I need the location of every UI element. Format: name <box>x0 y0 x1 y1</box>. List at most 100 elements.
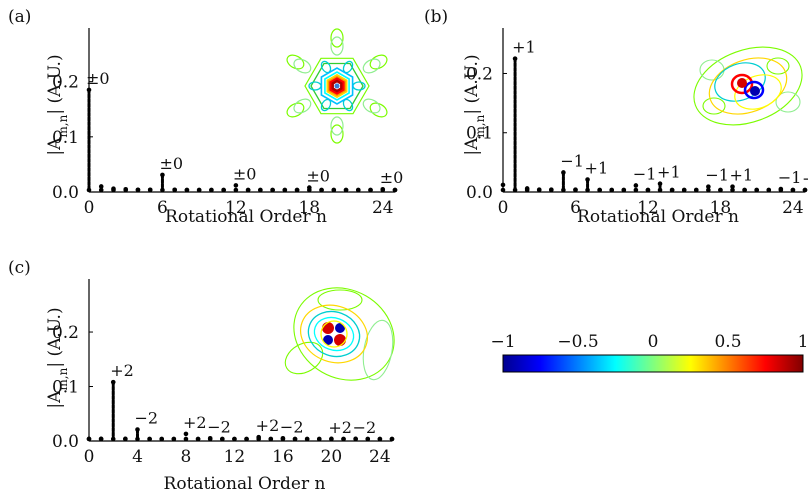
data-marker-base <box>110 436 116 442</box>
chart-panel-a: (a) 0 6 12 18 24 0.0 0.1 0.2 Rotational Order n |A… <box>8 7 403 227</box>
contour-negative-lobe <box>323 335 333 345</box>
data-annotation: −1 <box>778 168 802 187</box>
data-annotation: +1 <box>585 159 609 178</box>
data-point <box>585 177 590 193</box>
data-point <box>172 187 177 193</box>
x-tick-label: 24 <box>372 198 394 218</box>
x-axis-label: Rotational Order n <box>164 474 326 494</box>
data-marker-base <box>268 436 274 442</box>
data-point <box>742 187 747 193</box>
data-point <box>621 187 627 193</box>
data-marker-base <box>86 436 92 442</box>
data-point <box>196 187 202 193</box>
data-marker <box>512 56 518 61</box>
data-annotation: ±0 <box>159 154 183 173</box>
data-point <box>573 187 578 193</box>
data-annotation: −1 <box>560 151 584 170</box>
data-point <box>220 436 225 442</box>
data-marker-base <box>98 187 104 193</box>
data-marker <box>110 379 116 385</box>
data-point <box>790 187 796 193</box>
data-annotation: +1 <box>730 166 754 185</box>
data-marker-base <box>147 187 153 193</box>
data-marker <box>500 182 506 188</box>
chart-panel-b: (b) 0 6 12 18 24 0.0 0.1 0.2 Rotational Order n |A… <box>424 7 808 227</box>
contour-line <box>330 28 344 48</box>
data-point <box>380 186 386 193</box>
data-marker-base <box>585 187 590 193</box>
x-tick-label: 18 <box>710 198 732 218</box>
data-marker-base <box>343 187 349 193</box>
data-marker <box>730 184 735 189</box>
x-tick-label: 0 <box>498 198 509 218</box>
data-point <box>160 172 165 193</box>
data-marker-base <box>329 436 334 442</box>
data-marker-base <box>790 187 796 193</box>
data-point <box>730 184 735 193</box>
data-marker <box>561 170 566 175</box>
data-point <box>669 187 675 193</box>
data-marker-base <box>207 436 213 442</box>
data-point <box>389 436 395 442</box>
contour-line <box>286 54 305 70</box>
data-marker-base <box>693 187 699 193</box>
data-marker-base <box>549 187 554 193</box>
data-marker <box>86 87 92 93</box>
data-point <box>343 187 349 193</box>
data-point <box>86 87 92 193</box>
data-marker-base <box>500 187 506 193</box>
data-point <box>123 186 129 193</box>
data-marker-base <box>220 436 225 442</box>
contour-line <box>743 80 765 100</box>
x-tick-label: 24 <box>782 198 804 218</box>
data-marker-base <box>292 436 298 442</box>
data-point <box>209 187 214 193</box>
contour-line <box>313 316 355 352</box>
x-tick-label: 18 <box>298 198 320 218</box>
data-point <box>754 187 759 193</box>
data-point <box>331 187 337 193</box>
x-tick-label: 16 <box>272 447 294 467</box>
colorbar: −1 −0.5 0 0.5 1 <box>490 332 808 373</box>
data-point <box>147 436 152 442</box>
data-marker-base <box>802 187 808 193</box>
contour-line <box>304 57 370 115</box>
contour-line <box>330 124 344 144</box>
data-point <box>195 436 201 442</box>
data-point <box>307 185 312 193</box>
data-point <box>718 187 723 193</box>
data-point <box>86 436 92 442</box>
contour-positive-lobe <box>737 78 747 88</box>
contour-line <box>328 75 346 97</box>
data-marker-base <box>233 187 239 193</box>
data-point <box>111 186 116 193</box>
data-point <box>693 187 699 193</box>
contour-line <box>330 36 344 56</box>
contour-line <box>284 341 324 375</box>
data-point <box>245 187 251 193</box>
contour-line <box>293 58 312 74</box>
y-tick-label: 0.0 <box>52 432 79 452</box>
data-marker <box>98 184 104 189</box>
data-point <box>294 187 300 193</box>
data-marker-base <box>184 187 190 193</box>
data-point <box>802 187 808 193</box>
data-marker-base <box>221 187 226 193</box>
data-marker-base <box>304 436 310 442</box>
data-marker <box>706 184 711 189</box>
y-tick-label: 0.0 <box>466 183 493 203</box>
x-axis-label: Rotational Order n <box>577 207 739 227</box>
data-marker-base <box>742 187 747 193</box>
data-point <box>524 186 530 193</box>
data-marker-base <box>123 187 129 193</box>
data-point <box>365 436 371 442</box>
y-tick-label: 0.1 <box>52 378 79 398</box>
data-point <box>268 436 274 442</box>
panel-label: (c) <box>8 258 31 278</box>
data-point <box>500 182 506 193</box>
data-point <box>233 183 239 193</box>
data-marker <box>183 431 189 437</box>
contour-positive-lobe <box>334 334 346 346</box>
data-annotation: −2 <box>280 417 304 436</box>
contour-line <box>362 98 381 114</box>
